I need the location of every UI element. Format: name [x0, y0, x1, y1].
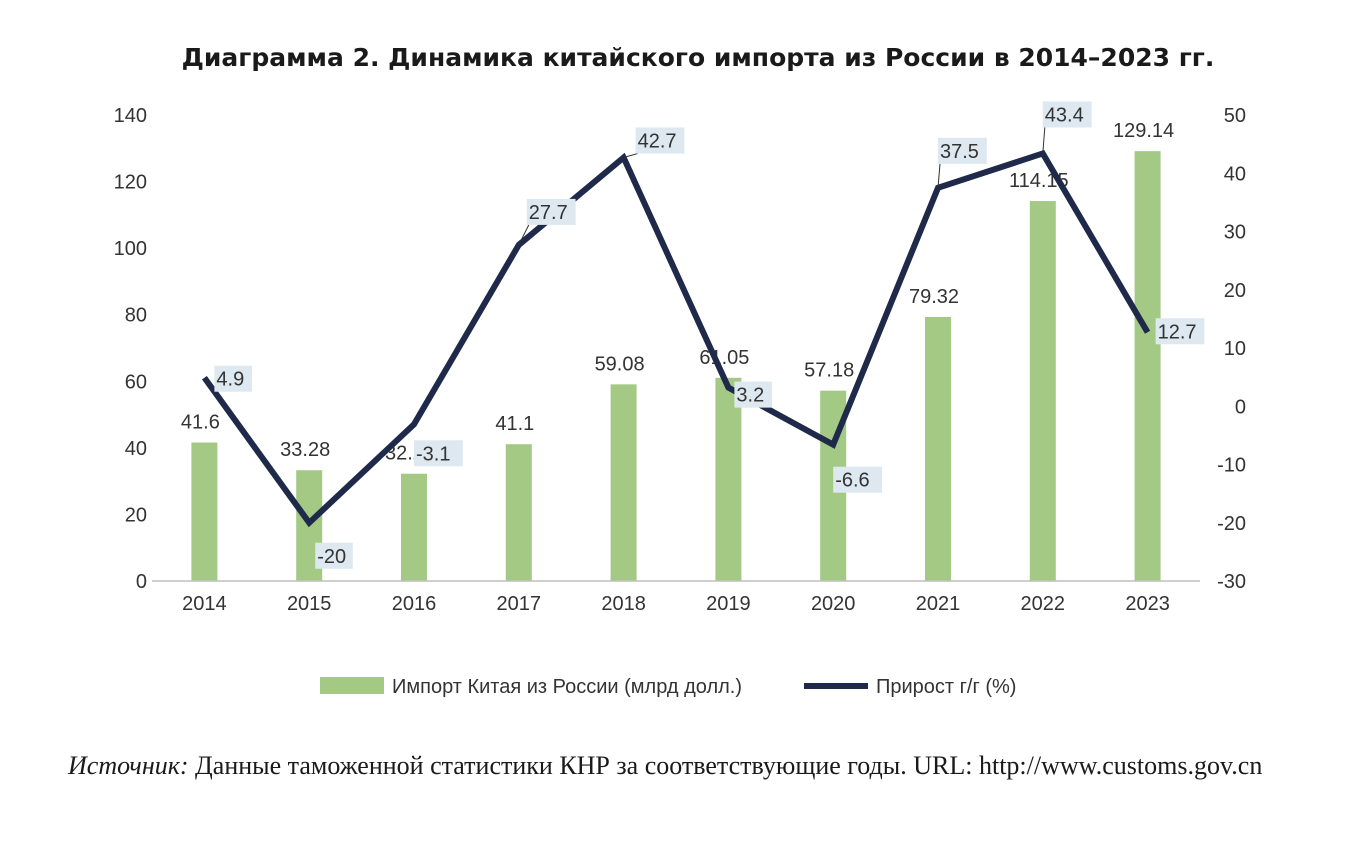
x-tick-label: 2014	[182, 593, 227, 615]
chart: Диаграмма 2. Динамика китайского импорта…	[114, 43, 1246, 698]
bar	[1134, 151, 1161, 581]
y-axis-right: -30 -20 -10 0 10 20 30 40 50	[1217, 105, 1246, 593]
bar	[925, 316, 951, 581]
bar	[191, 442, 218, 581]
source-note: Источник: Данные таможенной статистики К…	[68, 748, 1308, 784]
y-left-tick-label: 20	[125, 504, 147, 526]
line-value-label: -20	[317, 546, 346, 568]
x-tick-label: 2020	[811, 593, 856, 615]
bar-value-label: 41.1	[495, 413, 534, 435]
legend: Импорт Китая из России (млрд долл.) Прир…	[320, 676, 1016, 698]
y-right-tick-label: 0	[1235, 396, 1246, 418]
legend-label-bars: Импорт Китая из России (млрд долл.)	[392, 676, 742, 698]
line-value-label: 43.4	[1045, 104, 1084, 126]
y-left-tick-label: 80	[125, 305, 147, 327]
bar-value-label: 79.32	[909, 286, 959, 308]
y-left-tick-label: 140	[114, 105, 147, 127]
chart-title: Диаграмма 2. Динамика китайского импорта…	[182, 43, 1215, 72]
y-right-tick-label: -30	[1217, 571, 1246, 593]
x-tick-label: 2022	[1021, 593, 1066, 615]
x-tick-label: 2015	[287, 593, 332, 615]
y-axis-left: 0 20 40 60 80 100 120 140	[114, 105, 147, 593]
legend-label-line: Прирост г/г (%)	[876, 676, 1016, 698]
y-right-tick-label: 50	[1224, 105, 1246, 127]
leader-line	[1042, 127, 1046, 154]
line-label-box	[414, 440, 463, 467]
bar-value-label: 33.28	[280, 439, 330, 461]
source-text: Данные таможенной статистики КНР за соот…	[188, 751, 1263, 780]
line-value-label: 12.7	[1158, 321, 1197, 343]
bar	[1029, 201, 1056, 581]
x-tick-label: 2016	[392, 593, 437, 615]
line-value-label: 3.2	[736, 385, 764, 407]
line-label-box	[734, 381, 772, 408]
leader-lines	[518, 127, 1046, 246]
line-value-label: 27.7	[529, 202, 568, 224]
x-axis: 2014 2015 2016 2017 2018 2019 2020 2021 2022 2023	[182, 593, 1170, 615]
legend-swatch-bars	[320, 677, 384, 694]
line-labels: 4.9 -20 -3.1 27.7 42.7 3.2 -6.6 37.5 43.4 12.7	[214, 101, 1205, 569]
line-label-box	[214, 365, 252, 392]
bar	[401, 473, 427, 581]
x-tick-label: 2018	[601, 593, 646, 615]
y-right-tick-label: 10	[1224, 338, 1246, 360]
line-label-box	[526, 198, 576, 225]
leader-line	[623, 153, 638, 159]
bar	[505, 444, 532, 581]
x-tick-label: 2017	[497, 593, 542, 615]
line-label-box	[635, 127, 685, 154]
line-label-box	[1042, 101, 1092, 128]
y-left-tick-label: 40	[125, 438, 147, 460]
y-left-tick-label: 60	[125, 371, 147, 393]
bar-value-label: 61.05	[699, 347, 749, 369]
line-label-box	[1155, 318, 1205, 345]
y-right-tick-label: -20	[1217, 513, 1246, 535]
line-value-label: -6.6	[835, 470, 869, 492]
line-label-box	[938, 137, 987, 164]
y-right-tick-label: 20	[1224, 280, 1246, 302]
bar-value-label: 41.6	[181, 412, 220, 434]
leader-line	[937, 163, 941, 188]
line-value-label: 37.5	[940, 141, 979, 163]
bar	[715, 377, 742, 581]
y-left-tick-label: 100	[114, 238, 147, 260]
y-right-tick-label: 40	[1224, 163, 1246, 185]
y-left-tick-label: 120	[114, 172, 147, 194]
bar-value-label: 57.18	[804, 360, 854, 382]
line-value-label: 4.9	[216, 369, 244, 391]
line-value-label: 42.7	[638, 131, 677, 153]
x-tick-label: 2023	[1125, 593, 1170, 615]
bar-value-label: 129.14	[1113, 120, 1174, 142]
leader-line	[518, 224, 530, 246]
bar-value-label: 59.08	[595, 353, 645, 375]
y-right-tick-label: 30	[1224, 222, 1246, 244]
bar	[610, 384, 637, 581]
growth-line	[201, 149, 1151, 528]
line-value-label: -3.1	[416, 443, 450, 465]
y-right-tick-label: -10	[1217, 455, 1246, 477]
x-tick-label: 2021	[916, 593, 961, 615]
bar-series	[191, 151, 1161, 581]
x-tick-label: 2019	[706, 593, 751, 615]
line-label-box	[315, 542, 353, 569]
line-label-box	[833, 466, 882, 493]
source-label: Источник:	[68, 751, 189, 780]
line-series	[201, 149, 1151, 528]
y-left-tick-label: 0	[136, 571, 147, 593]
